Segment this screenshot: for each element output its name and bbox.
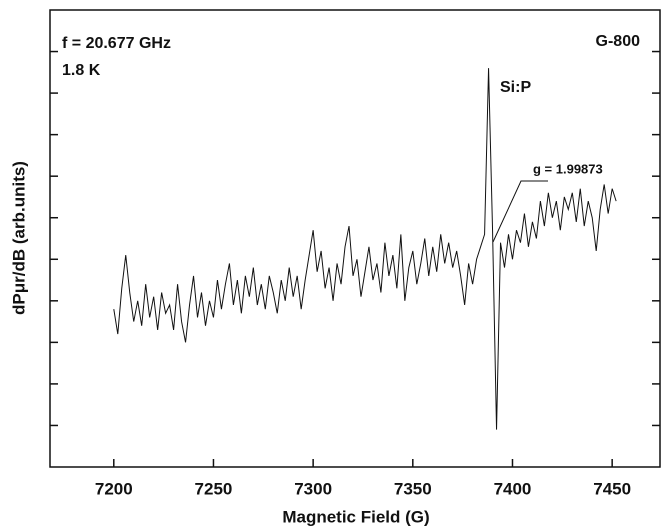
- x-tick-label: 7450: [593, 479, 631, 498]
- x-tick-label: 7250: [195, 479, 233, 498]
- x-tick-label: 7300: [294, 479, 332, 498]
- y-axis-label: dPμr/dB (arb.units): [9, 161, 28, 315]
- annotation: Si:P: [500, 79, 531, 96]
- annotation-pointer: [492, 180, 548, 243]
- annotation: G-800: [596, 33, 641, 50]
- annotation: g = 1.99873: [533, 161, 603, 176]
- x-tick-label: 7350: [394, 479, 432, 498]
- x-tick-label: 7400: [494, 479, 532, 498]
- x-axis-label: Magnetic Field (G): [282, 507, 429, 526]
- annotation: 1.8 K: [62, 62, 101, 79]
- plot-frame: [49, 9, 661, 468]
- data-line: [113, 68, 617, 430]
- x-tick-label: 7200: [95, 479, 133, 498]
- annotation: f = 20.677 GHz: [62, 35, 171, 52]
